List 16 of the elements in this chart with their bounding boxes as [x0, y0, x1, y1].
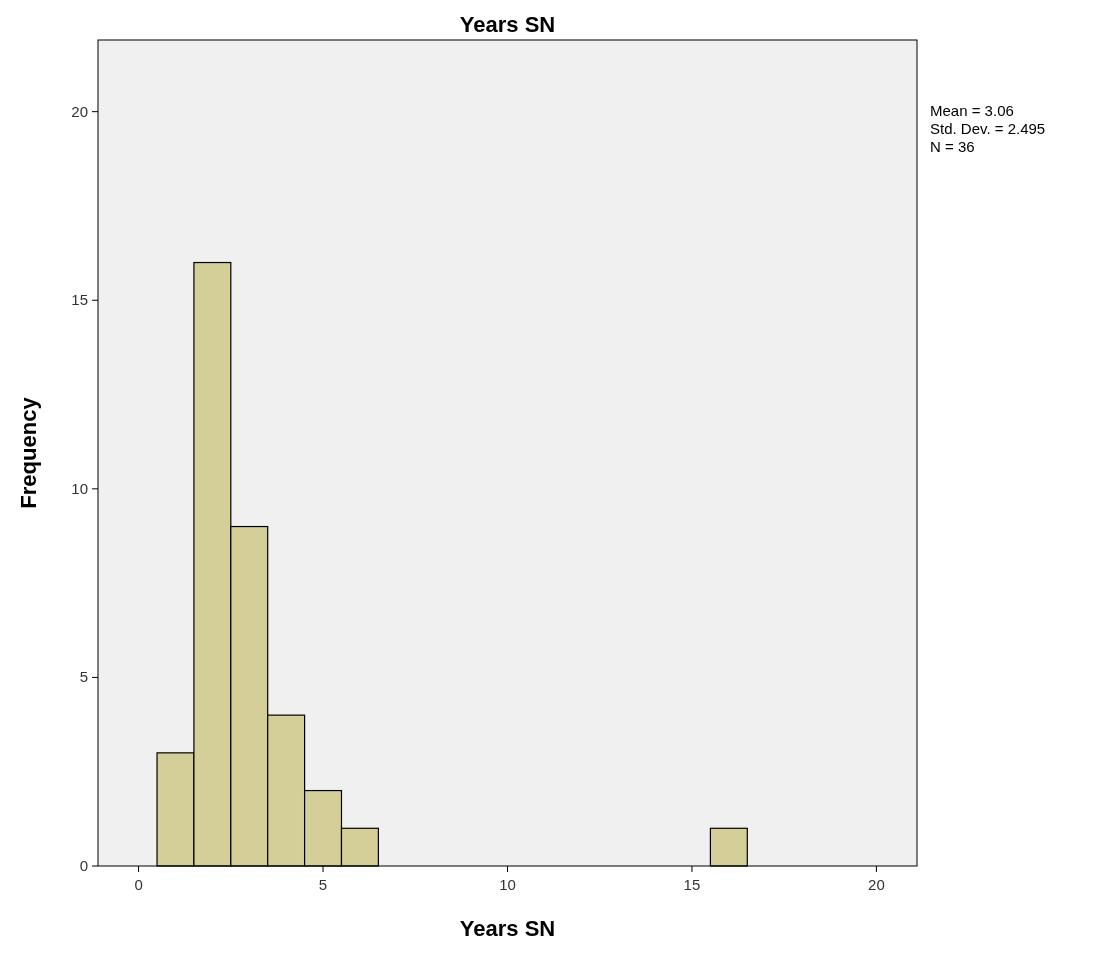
x-axis-title: Years SN [459, 916, 556, 941]
y-tick-label: 20 [71, 102, 88, 120]
y-tick-label: 5 [79, 668, 88, 686]
x-tick-label: 5 [318, 876, 328, 893]
x-tick-label: 0 [134, 876, 143, 893]
y-tick-label: 10 [71, 479, 88, 497]
x-tick-label: 15 [683, 876, 701, 893]
y-tick-label: 15 [71, 291, 88, 309]
y-tick-label: 0 [79, 857, 88, 874]
text: Std. Dev. = 2.495 [930, 120, 1046, 137]
x-tick-label: 10 [499, 876, 516, 893]
y-axis-title: Frequency [16, 396, 41, 509]
text: N = 36 [930, 138, 975, 155]
chart-title: Years SN [459, 12, 556, 37]
x-tick-label: 20 [868, 876, 885, 893]
text: Mean = 3.06 [930, 102, 1014, 119]
